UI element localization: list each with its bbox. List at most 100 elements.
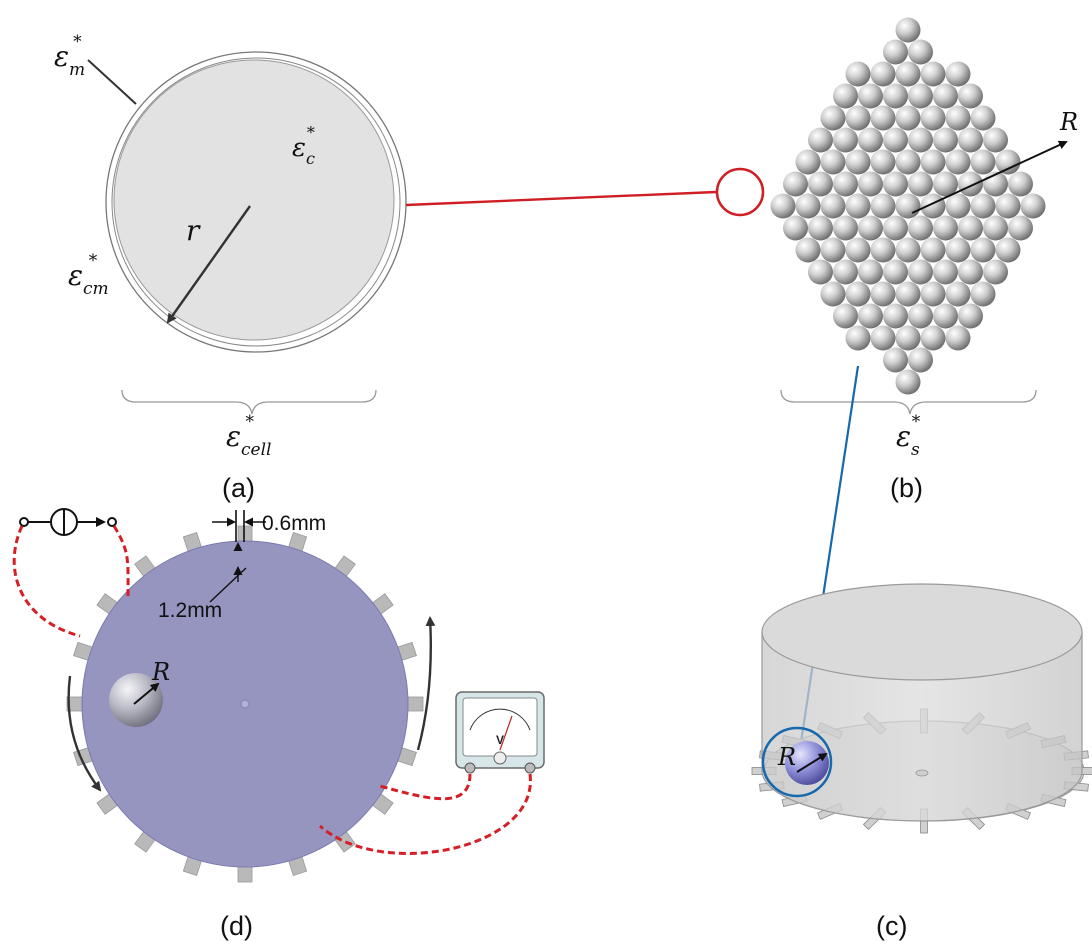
packed-cell-sphere [958, 303, 983, 329]
packed-cell-sphere [1008, 171, 1033, 197]
packed-cell-sphere [808, 171, 833, 197]
packed-cell-sphere [833, 215, 858, 241]
packed-cell-sphere [845, 325, 871, 351]
packed-cell-sphere [808, 259, 833, 285]
packed-cell-sphere [870, 105, 896, 131]
packed-cell-sphere [983, 259, 1008, 285]
packed-cell-sphere [858, 259, 883, 285]
radius-R-label: R [1059, 108, 1078, 136]
chip-center-hole [240, 699, 250, 709]
source-wire-left [12, 525, 81, 638]
eps-cell-label: εcell* [226, 412, 272, 460]
eps-m-label: εm* [54, 32, 85, 80]
packed-cell-sphere [1020, 193, 1046, 219]
packed-cell-sphere [858, 83, 883, 109]
packed-cell-sphere [908, 39, 933, 65]
packed-cell-sphere [770, 193, 796, 219]
packed-cell-sphere [845, 193, 871, 219]
panel-a-label: (a) [222, 473, 255, 503]
electrode-gap-label: 1.2mm [158, 599, 222, 622]
packed-cell-sphere [908, 347, 933, 373]
packed-cell-sphere [920, 325, 946, 351]
packed-cell-sphere [970, 281, 996, 307]
packed-cell-sphere [945, 149, 971, 175]
packed-cell-sphere [895, 61, 921, 87]
packed-cell-sphere [908, 215, 933, 241]
packed-cell-sphere [933, 83, 958, 109]
eps-c-label: εc* [292, 123, 315, 168]
eps-cm-label: εcm* [68, 251, 109, 299]
packed-cell-sphere [958, 127, 983, 153]
packed-cell-sphere [820, 193, 846, 219]
packed-cell-sphere [945, 61, 971, 87]
packed-cell-sphere [933, 303, 958, 329]
packed-cell-sphere [795, 149, 821, 175]
packed-cell-sphere [995, 237, 1021, 263]
packed-cells-sphere [770, 17, 1046, 395]
packed-cell-sphere [920, 149, 946, 175]
packed-cell-sphere [845, 105, 871, 131]
packed-cell-sphere [945, 237, 971, 263]
packed-cell-sphere [895, 237, 921, 263]
eps-m-pointer-line [87, 59, 137, 105]
packed-cell-sphere [958, 171, 983, 197]
packed-cell-sphere [945, 325, 971, 351]
radius-r-arrow [166, 205, 251, 324]
packed-cell-sphere [858, 303, 883, 329]
packed-cell-sphere [808, 215, 833, 241]
panel-b-cell-aggregate: R εs* (b) [715, 17, 1078, 503]
chamber-R-label: R [777, 743, 796, 771]
packed-cell-sphere [845, 281, 871, 307]
panel-c-label: (c) [876, 911, 907, 941]
aggregate-brace [780, 389, 1037, 415]
packed-cell-sphere [908, 171, 933, 197]
packed-cell-sphere [970, 105, 996, 131]
packed-cell-sphere [945, 105, 971, 131]
packed-cell-sphere [895, 369, 921, 395]
highlighted-cell-circle [715, 167, 765, 217]
packed-cell-sphere [958, 83, 983, 109]
packed-cell-sphere [983, 215, 1008, 241]
panel-b-label: (b) [890, 473, 923, 503]
radius-R-arrow [911, 140, 1068, 214]
packed-cell-sphere [870, 61, 896, 87]
chamber-top-rim [761, 583, 1083, 681]
packed-cell-sphere [995, 193, 1021, 219]
packed-cell-sphere [958, 215, 983, 241]
packed-cell-sphere [908, 259, 933, 285]
packed-cell-sphere [883, 347, 908, 373]
red-connector-line [405, 190, 717, 207]
packed-cell-sphere [920, 61, 946, 87]
panel-d-chip-topview: R 0.6mm 1.2mm V [12, 508, 545, 941]
packed-cell-sphere [883, 39, 908, 65]
packed-cell-sphere [933, 171, 958, 197]
rotation-arrow-left [67, 675, 102, 792]
packed-cell-sphere [783, 171, 808, 197]
packed-cell-sphere [820, 237, 846, 263]
panel-c-chamber-3d: R (c) [751, 583, 1092, 941]
packed-cell-sphere [883, 303, 908, 329]
packed-cell-sphere [845, 61, 871, 87]
packed-cell-sphere [895, 149, 921, 175]
packed-cell-sphere [883, 215, 908, 241]
cell-cytoplasm [113, 59, 395, 341]
current-source-icon [19, 508, 117, 536]
packed-cell-sphere [970, 193, 996, 219]
packed-cell-sphere [970, 237, 996, 263]
panel-a-cell-model: εm* εc* εcm* r εcell* (a) [54, 32, 407, 503]
packed-cell-sphere [920, 193, 946, 219]
packed-cell-sphere [895, 105, 921, 131]
packed-cell-sphere [820, 281, 846, 307]
packed-cell-sphere [820, 149, 846, 175]
packed-cell-sphere [1008, 215, 1033, 241]
packed-cell-sphere [920, 105, 946, 131]
packed-cell-sphere [833, 83, 858, 109]
packed-cell-sphere [870, 149, 896, 175]
eps-s-label: εs* [896, 412, 921, 460]
packed-cell-sphere [808, 127, 833, 153]
packed-cell-sphere [908, 83, 933, 109]
electrode-width-label: 0.6mm [262, 512, 326, 535]
packed-cell-sphere [995, 149, 1021, 175]
packed-cell-sphere [883, 171, 908, 197]
packed-cell-sphere [845, 237, 871, 263]
